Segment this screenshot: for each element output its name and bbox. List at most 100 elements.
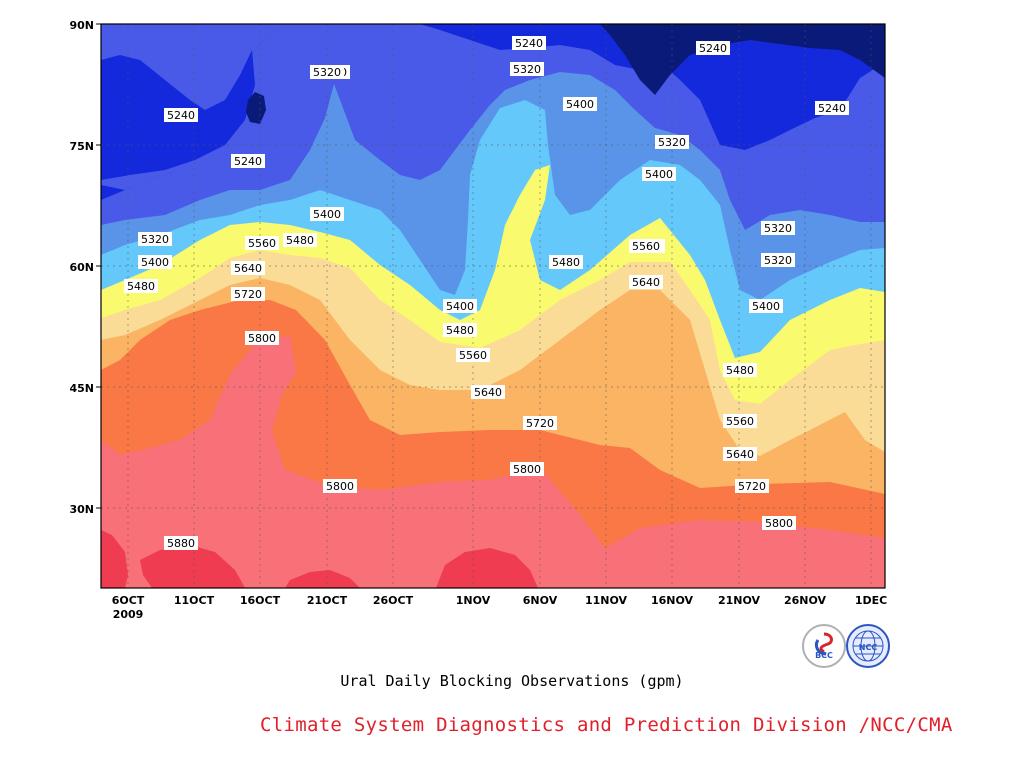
contour-label-bg: [245, 236, 279, 250]
contour-label: 5800: [326, 480, 354, 493]
contour-label-bg: [310, 65, 344, 79]
contour-label: 5640: [234, 262, 262, 275]
contour-label-bg: [245, 331, 279, 345]
contour-label: 5640: [726, 448, 754, 461]
y-tick-label: 45N: [69, 382, 94, 395]
contour-label-bg: [629, 275, 663, 289]
contour-label-bg: [723, 363, 757, 377]
contour-label-bg: [723, 447, 757, 461]
contour-label-bg: [164, 108, 198, 122]
contour-label-bg: [549, 255, 583, 269]
x-tick-label: 1DEC: [855, 594, 887, 607]
band-below-5160: [600, 24, 885, 95]
contour-label: 5720: [234, 288, 262, 301]
contour-label: 5320: [764, 254, 792, 267]
contour-label: 5400: [752, 300, 780, 313]
contour-label: 5480: [286, 234, 314, 247]
contour-label: 5400: [141, 256, 169, 269]
contour-label: 5240: [515, 37, 543, 50]
contour-label: 5880: [167, 537, 195, 550]
ncc-logo: NCC: [846, 624, 890, 668]
contour-label-bg: [138, 255, 172, 269]
contour-label: 5640: [474, 386, 502, 399]
contour-label-bg: [815, 101, 849, 115]
contour-label-bg: [164, 536, 198, 550]
contour-label-bg: [443, 323, 477, 337]
contour-label-bg: [761, 253, 795, 267]
contour-label-bg: [124, 279, 158, 293]
contour-label-bg: [231, 287, 265, 301]
contour-label-bg: [443, 299, 477, 313]
contour-label-bg: [563, 97, 597, 111]
band-below-5160-spot: [246, 92, 266, 124]
contour-label-bg: [762, 516, 796, 530]
x-tick-label: 21NOV: [718, 594, 761, 607]
band-above-5880-b: [140, 545, 245, 588]
contour-label: 5480: [726, 364, 754, 377]
band-5160-5240: [101, 24, 885, 200]
contour-label-bg: [655, 135, 689, 149]
contour-label: 5400: [566, 98, 594, 111]
plot-frame: [100, 23, 886, 589]
x-tick-label: 16OCT: [240, 594, 281, 607]
bcc-logo: BCC: [802, 624, 846, 668]
contour-label: 5800: [765, 517, 793, 530]
contour-label: 5320: [313, 66, 341, 79]
x-tick-label: 26NOV: [784, 594, 827, 607]
band-above-5880-a: [101, 530, 128, 588]
band-above-5880-c: [285, 570, 360, 588]
contour-label: 5320: [513, 63, 541, 76]
contour-label-bg: [761, 221, 795, 235]
contour-label-bg: [231, 261, 265, 275]
contour-label: 5240: [818, 102, 846, 115]
contour-label-bg: [510, 62, 544, 76]
contour-label-bg: [735, 479, 769, 493]
contour-label: 5560: [459, 349, 487, 362]
y-tick-label: 90N: [69, 19, 94, 32]
contour-label: 5400: [446, 300, 474, 313]
bcc-swirl-icon: [814, 632, 833, 656]
x-axis-labels: 6OCT 11OCT 16OCT 21OCT 26OCT 1NOV 6NOV 1…: [112, 594, 887, 621]
contour-label-bg: [629, 239, 663, 253]
ncc-logo-text: NCC: [858, 643, 878, 652]
x-tick-label: 26OCT: [373, 594, 414, 607]
contour-label: 5240: [234, 155, 262, 168]
contour-label-bg: [510, 462, 544, 476]
contour-label: 5720: [738, 480, 766, 493]
contour-label-bg: [749, 299, 783, 313]
contour-label: 5560: [248, 237, 276, 250]
tick-marks: [96, 23, 101, 509]
x-tick-label: 11NOV: [585, 594, 628, 607]
y-tick-label: 60N: [69, 261, 94, 274]
contour-label: 5240: [699, 42, 727, 55]
contour-label-bg: [642, 167, 676, 181]
contour-label: 5320: [141, 233, 169, 246]
contour-label-bg: [512, 36, 546, 50]
contour-label: 5800: [248, 332, 276, 345]
x-tick-label: 16NOV: [651, 594, 694, 607]
x-tick-label: 6NOV: [523, 594, 558, 607]
contour-label-bg: [283, 233, 317, 247]
contour-label: 5320: [764, 222, 792, 235]
contour-label-bg: [456, 348, 490, 362]
y-tick-label: 75N: [69, 140, 94, 153]
contour-label-bg: [310, 207, 344, 221]
contour-label-bg: [138, 232, 172, 246]
contour-label-bg: [523, 416, 557, 430]
contour-label-bg: [471, 385, 505, 399]
contour-label: 5240: [167, 109, 195, 122]
contour-label: 5560: [632, 240, 660, 253]
contour-label-bg: [696, 41, 730, 55]
band-above-5880-d: [436, 548, 538, 588]
contour-label: 5480: [552, 256, 580, 269]
contour-labels: 5240524052405240524052405320532053205320…: [124, 36, 849, 550]
contour-label: 5480: [446, 324, 474, 337]
contour-label: 5400: [645, 168, 673, 181]
chart-caption: Ural Daily Blocking Observations (gpm): [340, 672, 684, 690]
contour-label: 5480: [127, 280, 155, 293]
contour-label: 5560: [726, 415, 754, 428]
y-tick-label: 30N: [69, 503, 94, 516]
contour-chart: 90N 75N 60N 45N 30N 6OCT 11OCT 16OCT 21O…: [69, 19, 887, 621]
x-tick-label: 21OCT: [307, 594, 348, 607]
y-axis-labels: 90N 75N 60N 45N 30N: [69, 19, 94, 516]
